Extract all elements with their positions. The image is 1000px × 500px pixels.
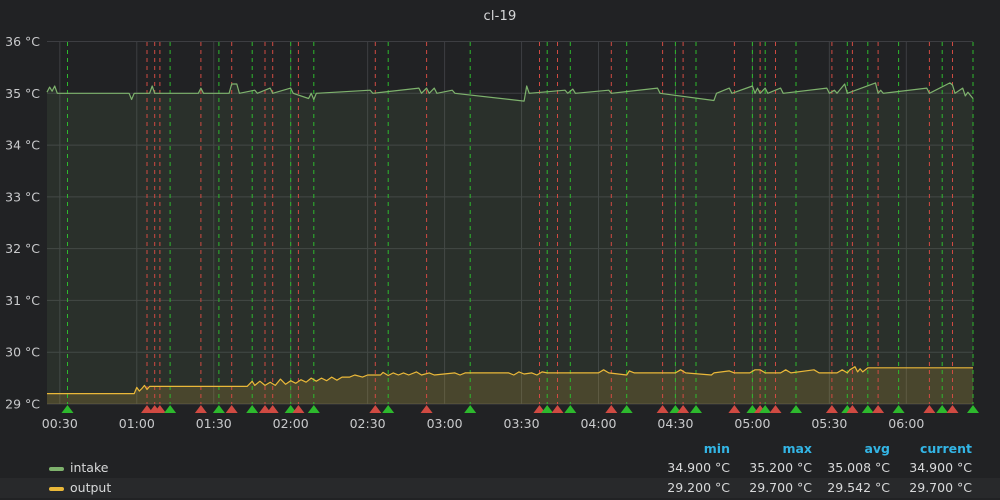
x-axis-label: 04:00 [580,416,616,431]
annotation-marker-icon[interactable] [946,405,959,413]
intake-line [46,82,974,102]
annotation-marker-icon[interactable] [164,405,177,413]
annotation-marker-icon[interactable] [759,405,772,413]
annotation-marker-icon[interactable] [541,405,554,413]
annotation-marker-icon[interactable] [194,405,207,413]
y-axis-label: 34 °C [5,138,40,153]
x-axis-label: 01:00 [119,416,155,431]
annotation-marker-icon[interactable] [669,405,682,413]
annotation-marker-icon[interactable] [212,405,225,413]
x-axis-label: 01:30 [196,416,232,431]
annotation-marker-icon[interactable] [551,405,564,413]
intake-max-value: 35.200 °C [749,460,812,475]
annotation-marker-icon[interactable] [564,405,577,413]
panel-title: cl-19 [483,9,517,24]
annotation-marker-icon[interactable] [769,405,782,413]
intake-min-value: 34.900 °C [667,460,730,475]
y-axis-label: 29 °C [5,397,40,412]
annotation-marker-icon[interactable] [225,405,238,413]
annotation-marker-icon[interactable] [923,405,936,413]
annotation-marker-icon[interactable] [61,405,74,413]
annotation-marker-icon[interactable] [846,405,859,413]
annotation-marker-icon[interactable] [825,405,838,413]
intake-area [47,82,973,405]
x-axis-label: 03:30 [504,416,540,431]
legend-header-max: max [782,441,812,456]
annotation-marker-icon[interactable] [605,405,618,413]
chart-plot[interactable]: 36 °C 35 °C 34 °C 33 °C 32 °C 31 °C 30 °C 29 °C… [0,0,1000,439]
annotation-marker-icon[interactable] [967,405,979,413]
output-line [47,366,973,395]
annotation-marker-icon[interactable] [246,405,259,413]
annotation-marker-icon[interactable] [746,405,759,413]
y-axis-label: 31 °C [5,293,40,308]
intake-avg-value: 35.008 °C [827,460,890,475]
annotation-marker-icon[interactable] [861,405,874,413]
x-axis-label: 02:30 [350,416,386,431]
annotation-marker-icon[interactable] [382,405,395,413]
y-axis-label: 33 °C [5,189,40,204]
output-area [47,366,973,404]
x-axis-label: 05:30 [811,416,847,431]
legend-header-current: current [920,441,972,456]
annotation-marker-icon[interactable] [677,405,690,413]
annotation-marker-icon[interactable] [420,405,433,413]
annotation-marker-icon[interactable] [790,405,802,413]
legend-header-min: min [703,441,730,456]
annotation-marker-icon[interactable] [464,405,477,413]
legend-label-intake[interactable]: intake [70,460,109,475]
x-axis-label: 06:00 [888,416,924,431]
annotation-marker-icon[interactable] [266,405,279,413]
y-axis-label: 32 °C [5,241,40,256]
annotation-marker-icon[interactable] [690,405,702,413]
annotation-marker-icon[interactable] [656,405,669,413]
x-axis-label: 00:30 [42,416,78,431]
intake-series-swatch-icon [49,467,64,471]
annotation-marker-icon[interactable] [892,405,905,413]
annotation-marker-icon[interactable] [936,405,949,413]
output-max-value: 29.700 °C [749,480,812,495]
x-axis-label: 04:30 [657,416,693,431]
annotation-marker-icon[interactable] [141,405,153,413]
annotation-marker-icon[interactable] [259,405,271,413]
annotation-marker-icon[interactable] [533,405,546,413]
annotation-marker-icon[interactable] [307,405,320,413]
output-min-value: 29.200 °C [667,480,730,495]
y-axis-label: 36 °C [5,34,40,49]
annotation-marker-icon[interactable] [728,405,741,413]
y-axis-label: 35 °C [5,86,40,101]
legend-header-avg: avg [864,441,890,456]
output-current-value: 29.700 °C [909,480,972,495]
y-axis-label: 30 °C [5,345,40,360]
legend-row-intake: intake 34.900 °C 35.200 °C 35.008 °C 34.… [0,458,1000,478]
legend-row-output: output 29.200 °C 29.700 °C 29.542 °C 29.… [0,478,1000,498]
output-avg-value: 29.542 °C [827,480,890,495]
annotation-marker-icon[interactable] [284,405,297,413]
annotation-marker-icon[interactable] [369,405,382,413]
x-axis-label: 05:00 [734,416,770,431]
annotation-marker-icon[interactable] [153,405,166,413]
x-axis-label: 02:00 [273,416,309,431]
legend-label-output[interactable]: output [70,480,112,495]
annotation-marker-icon[interactable] [292,405,305,413]
output-series-swatch-icon [49,487,64,491]
x-axis-label: 03:00 [427,416,463,431]
annotation-marker-icon[interactable] [872,405,885,413]
intake-current-value: 34.900 °C [909,460,972,475]
annotation-marker-icon[interactable] [620,405,633,413]
legend-header-row: min max avg current [0,439,1000,459]
